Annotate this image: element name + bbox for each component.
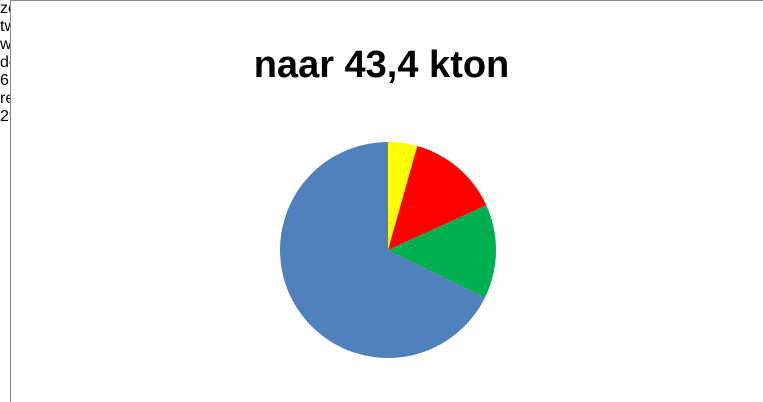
pie-slice	[279, 142, 485, 358]
pie-slice	[388, 146, 487, 250]
chart-title: naar 43,4 kton	[253, 44, 510, 86]
pie-slice	[388, 142, 418, 250]
pie-slice	[388, 205, 496, 298]
